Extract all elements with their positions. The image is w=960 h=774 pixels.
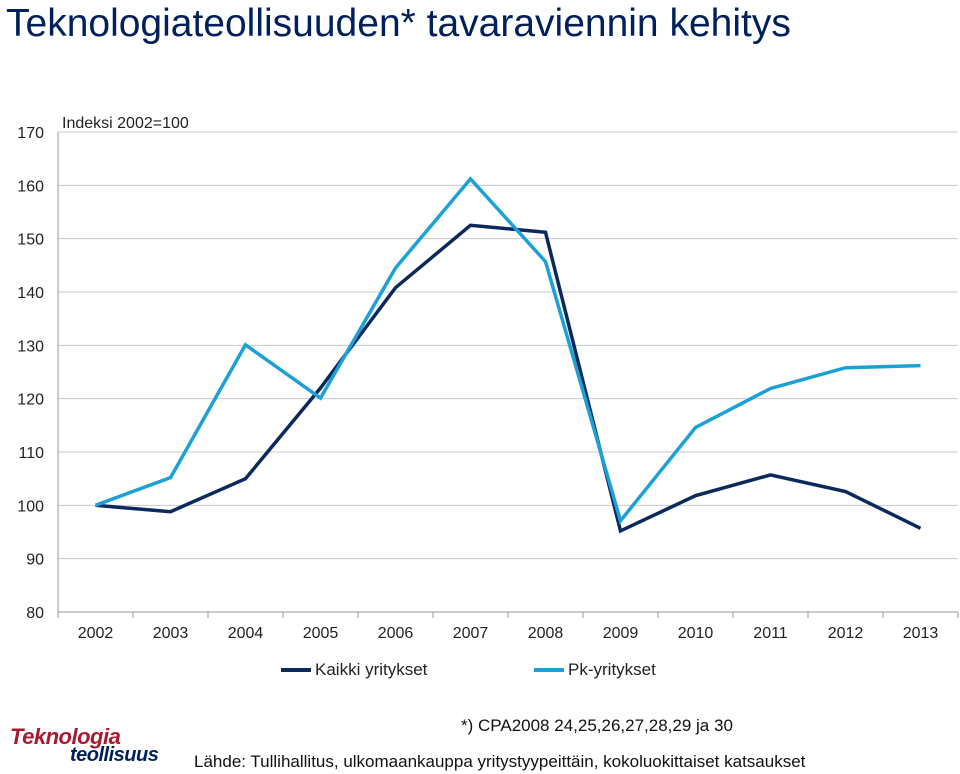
x-tick-label: 2013 — [903, 625, 939, 642]
axes: 80 90 100 110 120 130 140 150 160 170 2002 2003 2004… — [17, 125, 959, 642]
legend-label-pk: Pk-yritykset — [568, 660, 656, 679]
logo-line2: teollisuus — [70, 744, 159, 766]
y-tick-label: 170 — [17, 125, 44, 142]
legend-item-kaikki: Kaikki yritykset — [281, 660, 427, 680]
y-tick-label: 80 — [26, 605, 44, 622]
x-tick-label: 2006 — [378, 625, 414, 642]
y-tick-label: 100 — [17, 498, 44, 515]
legend-swatch-kaikki — [281, 668, 311, 672]
teknologiateollisuus-logo: Teknologia teollisuus — [8, 724, 178, 768]
legend-item-pk: Pk-yritykset — [534, 660, 656, 680]
y-tick-label: 90 — [26, 552, 44, 569]
y-tick-label: 130 — [17, 338, 44, 355]
logo-line1: Teknologia — [10, 724, 121, 749]
footnote: *) CPA2008 24,25,26,27,28,29 ja 30 — [461, 716, 733, 735]
x-tick-label: 2008 — [528, 625, 564, 642]
y-tick-label: 110 — [18, 445, 44, 462]
x-tick-label: 2003 — [153, 625, 189, 642]
grid — [58, 131, 958, 613]
x-tick-label: 2011 — [753, 625, 788, 642]
x-tick-label: 2012 — [828, 625, 864, 642]
series-line-pk — [94, 176, 921, 525]
legend: Kaikki yritykset Pk-yritykset — [0, 660, 960, 684]
y-tick-label: 160 — [17, 178, 44, 195]
unit-label: Indeksi 2002=100 — [62, 115, 189, 132]
series-group — [94, 176, 922, 534]
legend-swatch-pk — [534, 668, 564, 672]
series-line-kaikki — [95, 223, 922, 534]
y-tick-label: 140 — [17, 285, 44, 302]
y-tick-label: 120 — [17, 392, 44, 409]
legend-label-kaikki: Kaikki yritykset — [315, 660, 428, 679]
x-tick-label: 2002 — [78, 625, 114, 642]
x-tick-label: 2010 — [678, 625, 714, 642]
source-note: Lähde: Tullihallitus, ulkomaankauppa yri… — [194, 752, 806, 771]
x-tick-label: 2007 — [453, 625, 489, 642]
line-chart: 80 90 100 110 120 130 140 150 160 170 2002 2003 2004… — [17, 115, 959, 642]
x-tick-label: 2005 — [303, 625, 339, 642]
page-title: Teknologiateollisuuden* tavaraviennin ke… — [6, 2, 791, 45]
x-tick-label: 2009 — [603, 625, 639, 642]
x-tick-label: 2004 — [228, 625, 264, 642]
y-tick-label: 150 — [17, 232, 44, 249]
